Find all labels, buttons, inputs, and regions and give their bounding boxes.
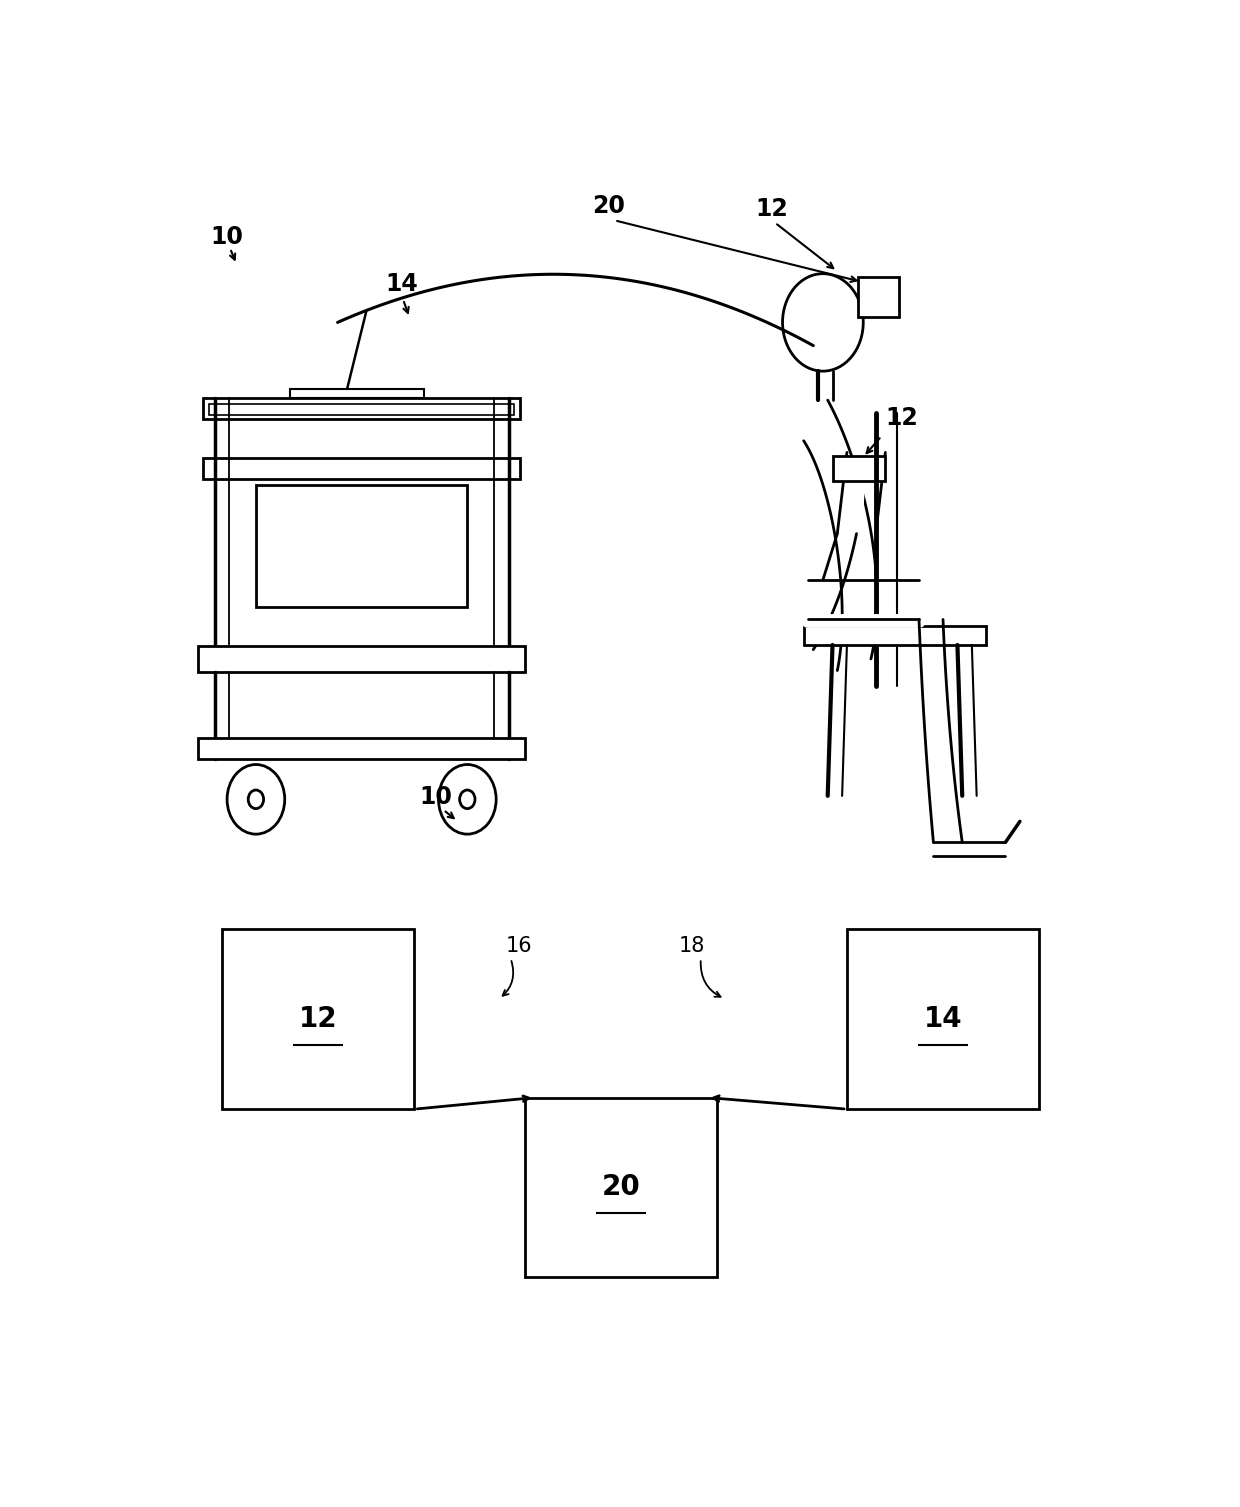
Text: 12: 12	[885, 405, 918, 429]
Circle shape	[227, 764, 285, 835]
Circle shape	[439, 764, 496, 835]
Text: 12: 12	[755, 196, 789, 220]
Text: 10: 10	[211, 225, 243, 249]
Bar	[255, 485, 467, 607]
Circle shape	[782, 274, 863, 371]
Bar	[847, 930, 1039, 1109]
Text: 14: 14	[924, 1005, 962, 1034]
Circle shape	[460, 790, 475, 809]
Bar	[222, 930, 414, 1109]
Text: 18: 18	[678, 936, 706, 957]
Bar	[832, 455, 885, 481]
Bar	[525, 1097, 717, 1278]
Circle shape	[248, 790, 264, 809]
Text: 10: 10	[419, 785, 453, 809]
Bar	[198, 738, 525, 758]
Bar	[804, 627, 986, 645]
Bar	[203, 398, 521, 419]
Bar	[203, 458, 521, 479]
Bar	[290, 389, 424, 398]
Bar	[198, 647, 525, 672]
Text: 20: 20	[593, 194, 625, 219]
Bar	[858, 277, 899, 316]
Text: 12: 12	[299, 1005, 337, 1034]
Text: 14: 14	[386, 273, 418, 295]
Bar	[208, 404, 515, 416]
Text: 16: 16	[506, 936, 532, 957]
Text: 20: 20	[601, 1174, 641, 1201]
